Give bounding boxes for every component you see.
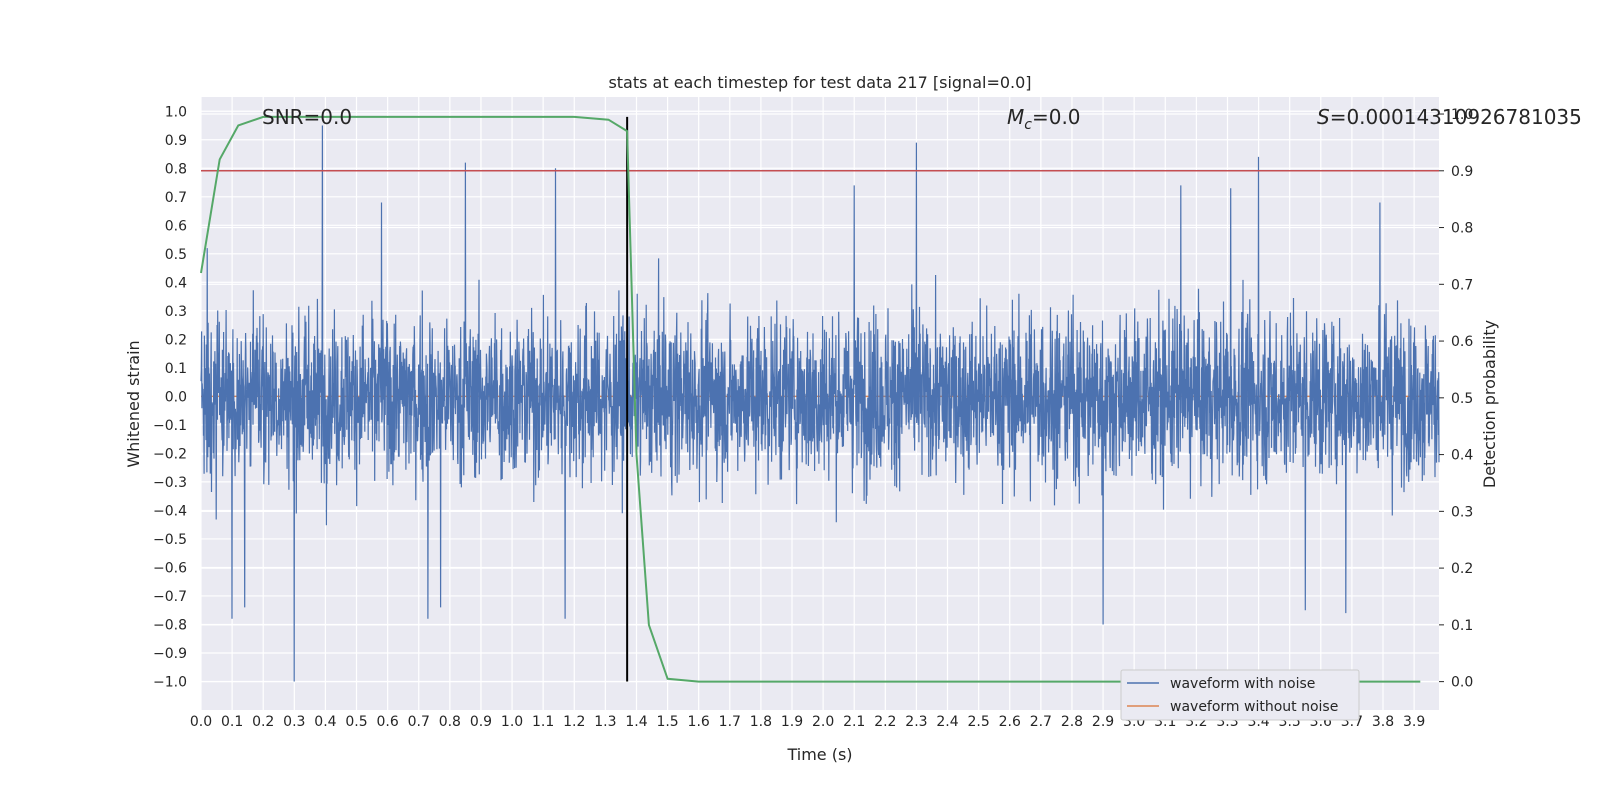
right-y-tick-labels: 1.0 0.9 0.8 0.7 0.6 0.5 0.4 0.3 0.2 0.1 0.0 — [1439, 107, 1473, 691]
x-tick-label: 1.1 — [532, 714, 554, 730]
right-y-tick-label: 0.2 — [1451, 561, 1473, 577]
x-tick-label: 1.7 — [719, 714, 741, 730]
x-tick-label: 1.2 — [563, 714, 585, 730]
chirp-mass-value: =0.0 — [1032, 105, 1081, 129]
x-tick-label: 0.2 — [252, 714, 274, 730]
detection-probability-layer — [200, 115, 1421, 683]
legend: waveform with noise waveform without noi… — [1120, 669, 1360, 721]
x-tick-label: 3.9 — [1403, 714, 1425, 730]
left-y-tick-label: −1.0 — [153, 674, 187, 690]
chirp-mass-symbol: M — [1007, 105, 1024, 129]
x-tick-label: 2.9 — [1092, 714, 1114, 730]
left-y-tick-label: −0.4 — [153, 503, 187, 519]
x-tick-label: 2.7 — [1030, 714, 1052, 730]
x-tick-label: 1.5 — [656, 714, 678, 730]
x-tick-label: 0.8 — [439, 714, 461, 730]
x-tick-label: 2.2 — [874, 714, 896, 730]
x-tick-label: 0.3 — [283, 714, 305, 730]
x-tick-label: 0.6 — [377, 714, 399, 730]
x-tick-label: 2.5 — [968, 714, 990, 730]
chirp-mass-annotation: Mc=0.0 — [1007, 105, 1081, 133]
x-tick-label: 0.5 — [345, 714, 367, 730]
right-y-tick-label: 1.0 — [1451, 107, 1473, 123]
left-y-tick-label: 0.9 — [165, 133, 187, 149]
x-tick-label: 2.1 — [843, 714, 865, 730]
waveform-with-noise-layer — [200, 125, 1440, 682]
left-y-tick-label: −0.8 — [153, 617, 187, 633]
x-tick-label: 0.7 — [408, 714, 430, 730]
right-y-tick-label: 0.5 — [1451, 391, 1473, 407]
x-tick-label: 1.3 — [594, 714, 616, 730]
left-y-tick-label: −0.1 — [153, 418, 187, 434]
right-y-tick-label: 0.1 — [1451, 618, 1473, 634]
x-tick-label: 2.4 — [936, 714, 958, 730]
left-y-tick-label: 0.6 — [165, 218, 187, 234]
x-tick-label: 2.8 — [1061, 714, 1083, 730]
left-y-tick-label: 0.3 — [165, 304, 187, 320]
x-tick-label: 1.8 — [750, 714, 772, 730]
left-y-tick-label: 1.0 — [165, 104, 187, 120]
left-y-tick-label: −0.2 — [153, 446, 187, 462]
x-tick-label: 0.0 — [190, 714, 212, 730]
snr-annotation: SNR=0.0 — [262, 105, 352, 129]
x-axis-label: Time (s) — [786, 745, 852, 764]
statistic-annotation: S=0.00014310926781035 — [1317, 105, 1582, 129]
x-tick-label: 2.6 — [999, 714, 1021, 730]
legend-box — [1120, 669, 1360, 721]
left-y-tick-label: −0.5 — [153, 532, 187, 548]
left-y-tick-label: 0.4 — [165, 275, 187, 291]
chirp-mass-subscript: c — [1024, 117, 1032, 133]
left-y-tick-label: 0.0 — [165, 389, 187, 405]
right-y-tick-label: 0.4 — [1451, 448, 1473, 464]
x-tick-label: 0.9 — [470, 714, 492, 730]
x-tick-label: 1.6 — [688, 714, 710, 730]
left-y-tick-label: −0.9 — [153, 646, 187, 662]
left-y-tick-label: −0.3 — [153, 475, 187, 491]
left-y-tick-label: −0.6 — [153, 560, 187, 576]
left-y-tick-label: 0.5 — [165, 247, 187, 263]
left-y-tick-labels: 1.0 0.9 0.8 0.7 0.6 0.5 0.4 0.3 0.2 0.1 0.0 −0.1 −0.… — [153, 104, 187, 690]
left-y-tick-label: 0.2 — [165, 332, 187, 348]
right-y-axis-label: Detection probability — [1480, 320, 1499, 488]
x-tick-label: 0.1 — [221, 714, 243, 730]
left-y-tick-label: 0.7 — [165, 190, 187, 206]
x-tick-label: 0.4 — [314, 714, 336, 730]
x-tick-label: 2.0 — [812, 714, 834, 730]
x-tick-label: 3.8 — [1372, 714, 1394, 730]
statistic-value: =0.00014310926781035 — [1330, 105, 1582, 129]
statistic-symbol: S — [1317, 105, 1330, 129]
detection-probability-line — [200, 115, 1421, 683]
x-tick-label: 1.4 — [625, 714, 647, 730]
x-tick-label: 1.0 — [501, 714, 523, 730]
right-y-tick-label: 0.3 — [1451, 504, 1473, 520]
legend-label-noise: waveform with noise — [1170, 676, 1315, 692]
left-y-tick-label: 0.8 — [165, 161, 187, 177]
right-y-tick-label: 0.7 — [1451, 277, 1473, 293]
left-y-tick-label: −0.7 — [153, 589, 187, 605]
right-y-tick-label: 0.6 — [1451, 334, 1473, 350]
right-y-tick-label: 0.9 — [1451, 164, 1473, 180]
waveform-with-noise-line — [200, 125, 1440, 682]
left-y-axis-label: Whitened strain — [124, 340, 143, 467]
right-y-tick-label: 0.8 — [1451, 221, 1473, 237]
chart-title: stats at each timestep for test data 217… — [608, 73, 1031, 92]
right-y-tick-label: 0.0 — [1451, 675, 1473, 691]
x-tick-label: 1.9 — [781, 714, 803, 730]
x-tick-label: 2.3 — [905, 714, 927, 730]
legend-label-clean: waveform without noise — [1170, 699, 1338, 715]
left-y-tick-label: 0.1 — [165, 361, 187, 377]
